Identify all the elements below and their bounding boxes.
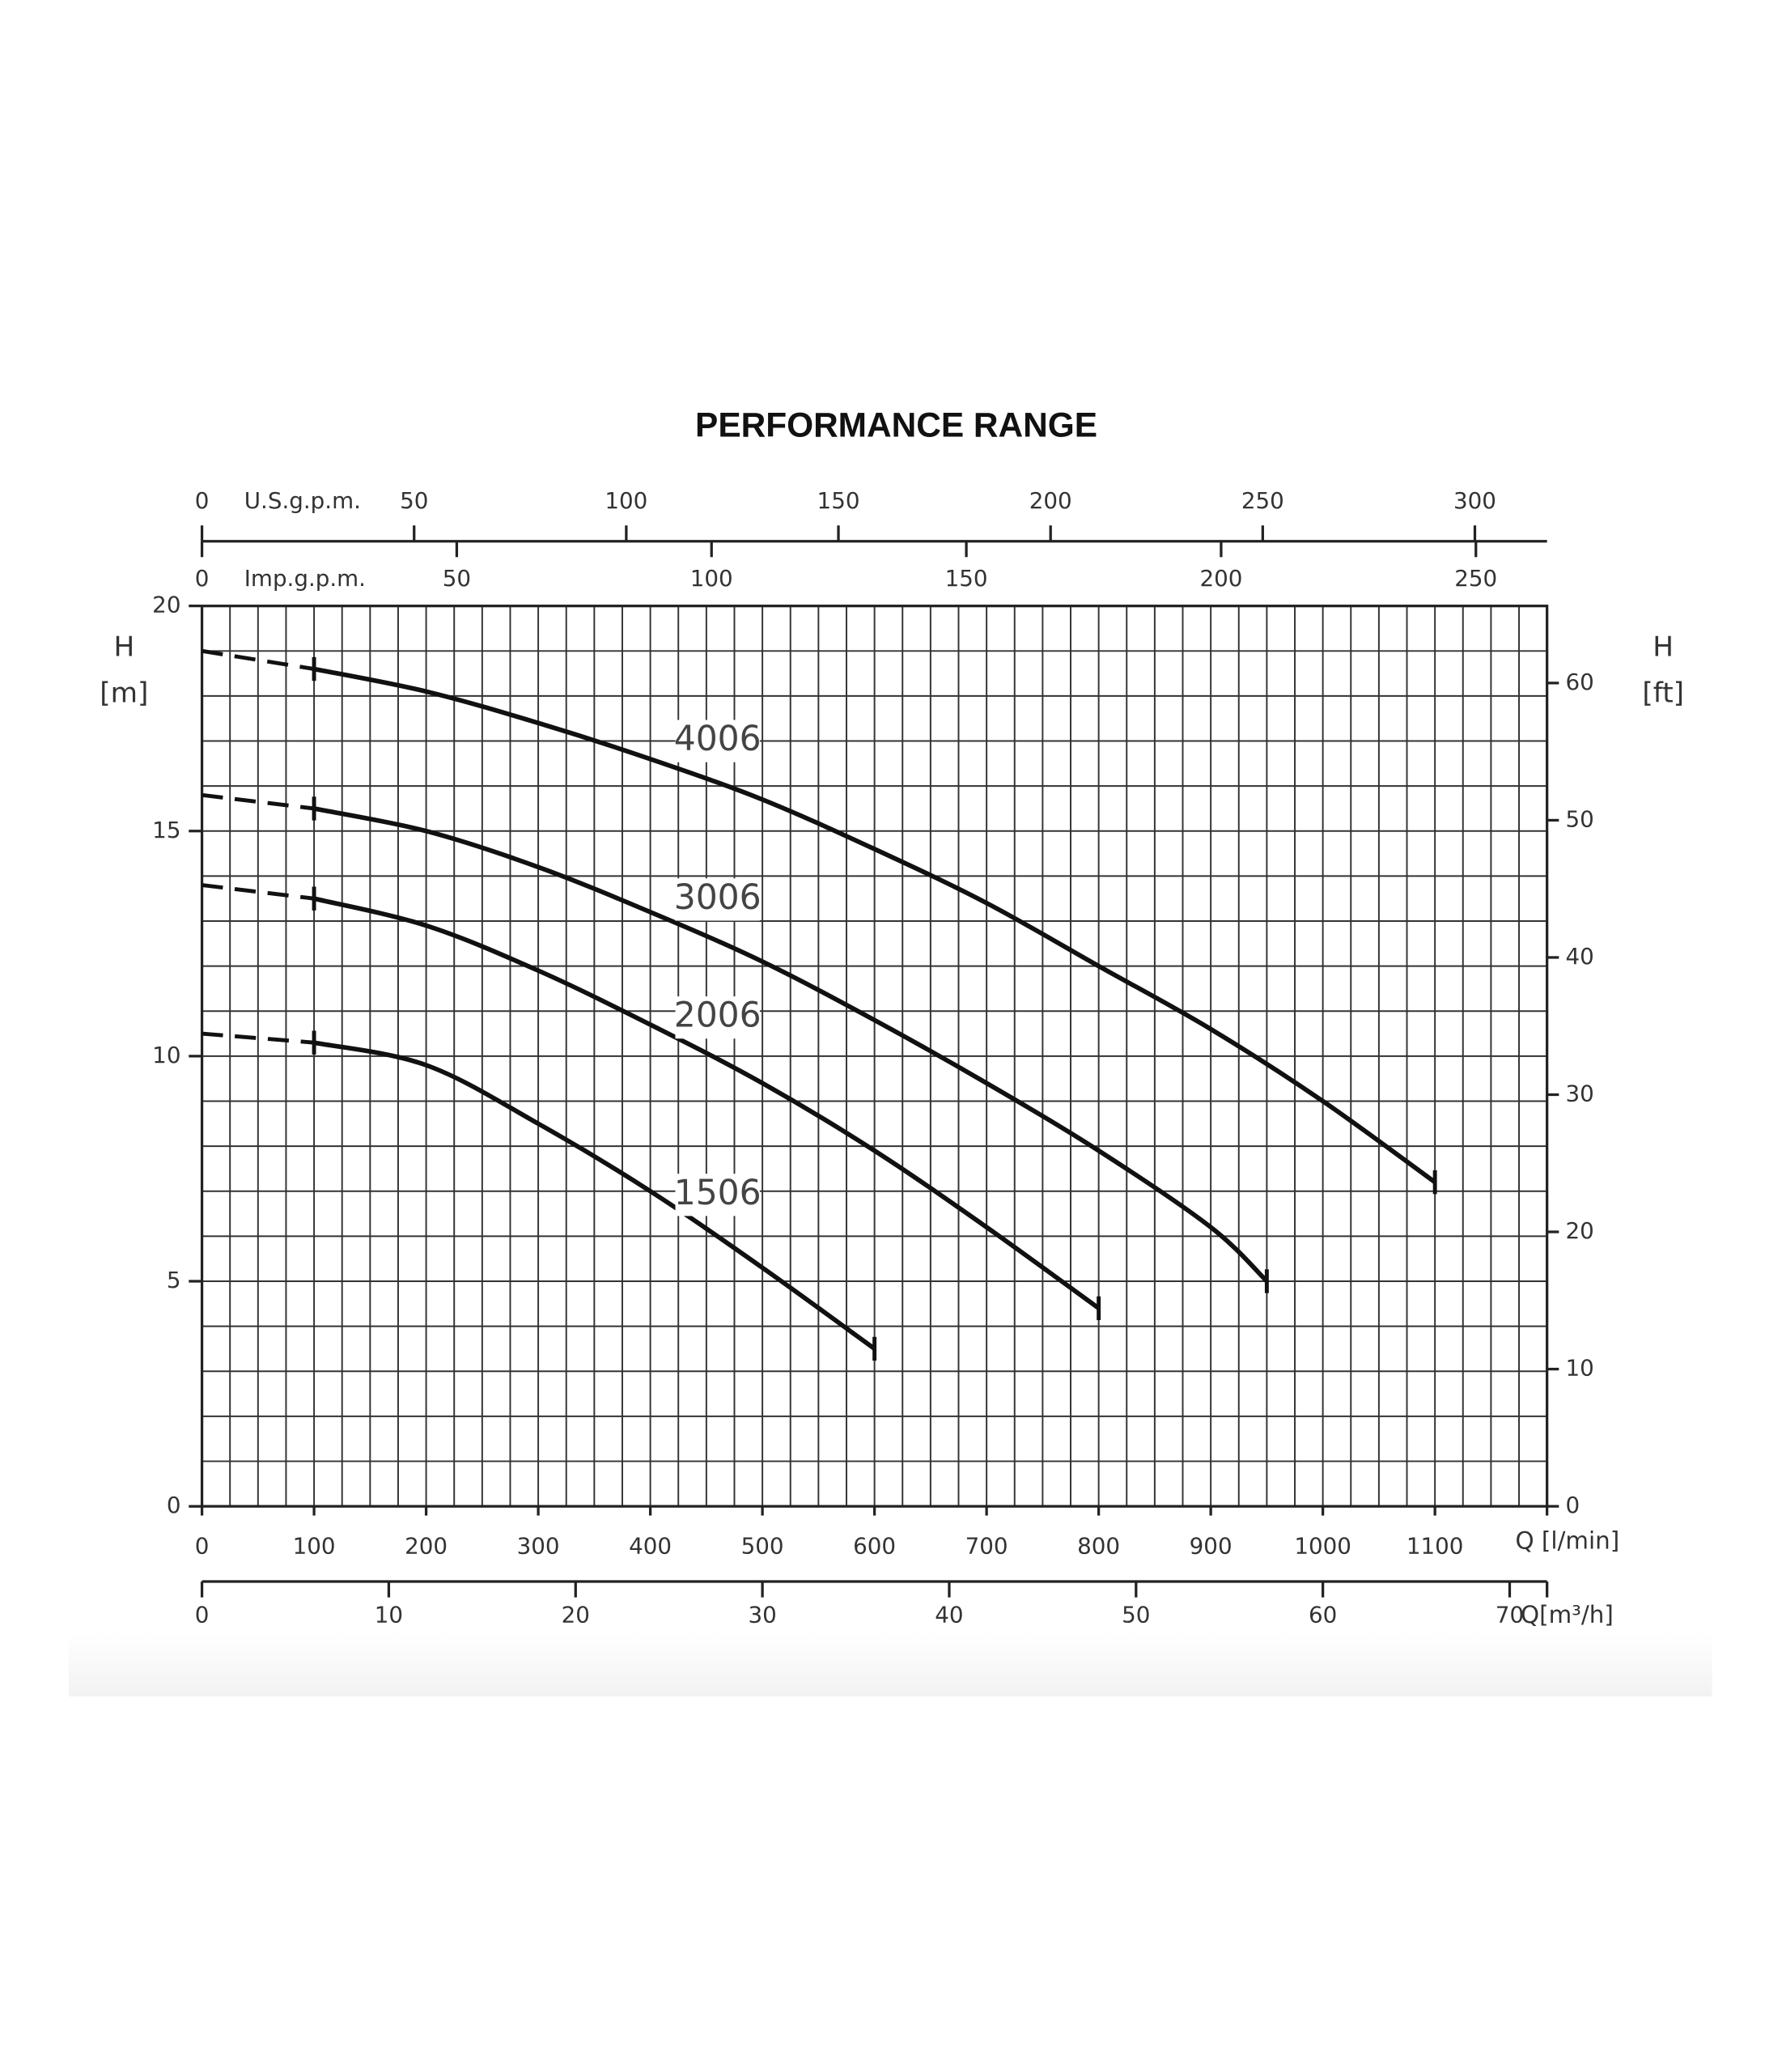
x-tick-label: 400 (629, 1533, 672, 1560)
secondary-x-tick-label: 50 (400, 487, 428, 514)
secondary-x-tick-label: 50 (443, 565, 471, 592)
secondary-x-tick-label: 40 (935, 1601, 963, 1628)
y2-tick-label: 50 (1565, 805, 1593, 832)
y-label: H (113, 631, 134, 663)
x-tick-label: 1000 (1294, 1533, 1351, 1560)
curve-dashed (202, 883, 315, 901)
curve (313, 806, 1269, 1284)
secondary-axis-name: U.S.g.p.m. (244, 487, 361, 514)
x-tick-label: 900 (1190, 1533, 1233, 1560)
y-unit: [m] (100, 677, 148, 709)
secondary-x-tick-label: 100 (605, 487, 647, 514)
x-tick-label: 1100 (1407, 1533, 1464, 1560)
y-tick-label: 0 (167, 1492, 181, 1518)
secondary-x-tick-label: 0 (195, 1601, 210, 1628)
secondary-x-tick-label: 200 (1199, 565, 1242, 592)
secondary-x-tick-label: 60 (1309, 1601, 1337, 1628)
secondary-x-tick-label: 50 (1122, 1601, 1150, 1628)
x-tick-label: 800 (1077, 1533, 1120, 1560)
x-tick-label: 200 (405, 1533, 448, 1560)
x-label: Q [l/min] (1516, 1527, 1620, 1555)
secondary-x-tick-label: 250 (1241, 487, 1284, 514)
y-tick-label: 5 (167, 1267, 181, 1293)
y2-tick-label: 40 (1565, 943, 1593, 970)
bottom-band (68, 1633, 1712, 1696)
x-tick-label: 300 (517, 1533, 560, 1560)
secondary-x-tick-label: 0 (195, 487, 210, 514)
secondary-x-tick-label: 70 (1496, 1601, 1524, 1628)
chart-title: PERFORMANCE RANGE (695, 406, 1097, 444)
y2-tick-label: 10 (1565, 1355, 1593, 1382)
curve (313, 896, 1101, 1310)
y2-tick-label: 0 (1565, 1492, 1580, 1518)
curve-label-bg (675, 878, 760, 921)
x-tick-label: 600 (853, 1533, 896, 1560)
secondary-axis-name: Q[m³/h] (1521, 1601, 1614, 1628)
y2-tick-label: 20 (1565, 1217, 1593, 1244)
secondary-x-tick-label: 150 (945, 565, 988, 592)
curve-label: 2006 (674, 996, 762, 1035)
curve-dashed (202, 648, 315, 671)
y2-tick-label: 30 (1565, 1080, 1593, 1106)
secondary-x-tick-label: 10 (375, 1601, 403, 1628)
x-tick-label: 700 (965, 1533, 1008, 1560)
curve-label-bg (675, 720, 760, 762)
curve-label: 3006 (674, 877, 762, 917)
y2-unit: [ft] (1642, 677, 1684, 709)
y-tick-label: 20 (152, 592, 180, 618)
secondary-axis-name: Imp.g.p.m. (244, 565, 366, 592)
secondary-x-tick-label: 150 (817, 487, 860, 514)
curve (313, 1040, 876, 1351)
y-tick-label: 10 (152, 1042, 180, 1068)
curve (313, 666, 1436, 1184)
curve-label-bg (675, 1174, 760, 1216)
x-tick-label: 100 (293, 1533, 336, 1560)
secondary-x-tick-label: 20 (562, 1601, 590, 1628)
secondary-x-tick-label: 30 (748, 1601, 776, 1628)
curve-dashed (202, 1031, 315, 1045)
y-tick-label: 15 (152, 817, 180, 843)
secondary-x-tick-label: 200 (1029, 487, 1072, 514)
secondary-x-tick-label: 100 (690, 565, 733, 592)
secondary-x-tick-label: 0 (195, 565, 210, 592)
curve-dashed (202, 792, 315, 811)
secondary-x-tick-label: 300 (1453, 487, 1496, 514)
x-tick-label: 0 (195, 1533, 210, 1560)
curve-label-bg (675, 996, 760, 1039)
x-tick-label: 500 (741, 1533, 784, 1560)
curve-label: 4006 (674, 719, 762, 758)
y2-tick-label: 60 (1565, 669, 1593, 695)
curve-label: 1506 (674, 1173, 762, 1212)
secondary-x-tick-label: 250 (1454, 565, 1497, 592)
y2-label: H (1653, 631, 1674, 663)
